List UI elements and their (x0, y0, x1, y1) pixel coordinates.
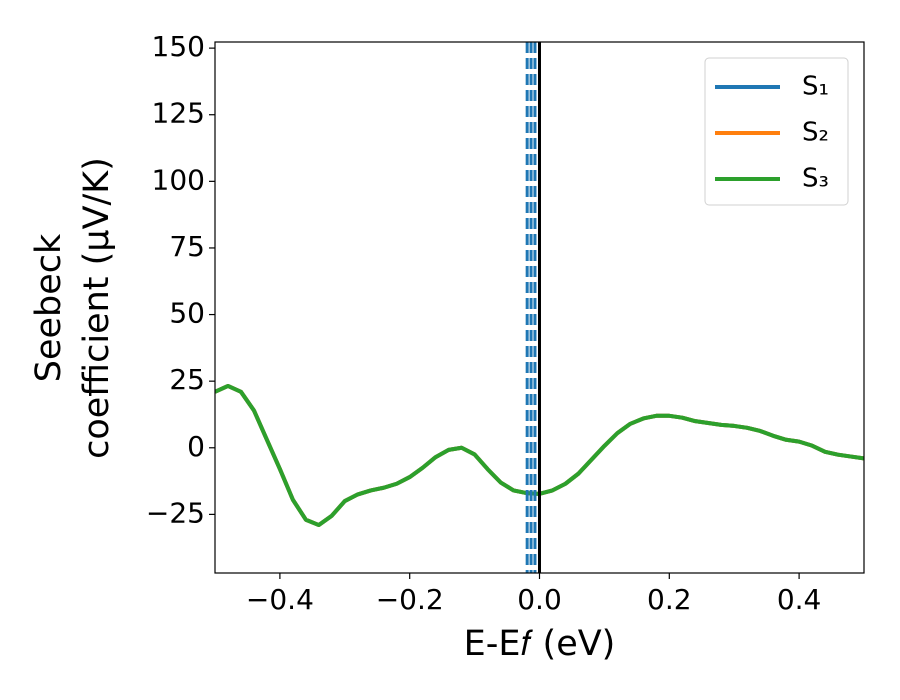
x-tick-label: −0.4 (246, 583, 314, 616)
legend-label: S₁ (802, 72, 829, 102)
y-tick-label: 0 (187, 430, 205, 463)
x-tick-label: 0.2 (647, 583, 692, 616)
y-tick-label: 50 (169, 297, 205, 330)
y-tick-label: 75 (169, 230, 205, 263)
x-tick-label: −0.2 (376, 583, 444, 616)
y-axis-label: Seebeck (29, 233, 69, 382)
y-tick-label: 150 (152, 30, 205, 63)
y-tick-label: −25 (146, 496, 205, 529)
y-tick-label: 25 (169, 363, 205, 396)
x-tick-label: 0.4 (777, 583, 822, 616)
y-tick-label: 100 (152, 163, 205, 196)
plot-area (215, 42, 864, 573)
x-tick-label: 0.0 (517, 583, 562, 616)
x-axis-label: E-E𝑓 (eV) (464, 624, 616, 664)
y-tick-label: 125 (152, 97, 205, 130)
legend-label: S₃ (802, 164, 829, 194)
legend-label: S₂ (802, 118, 829, 148)
y-axis-label: coefficient (μV/K) (77, 157, 117, 459)
